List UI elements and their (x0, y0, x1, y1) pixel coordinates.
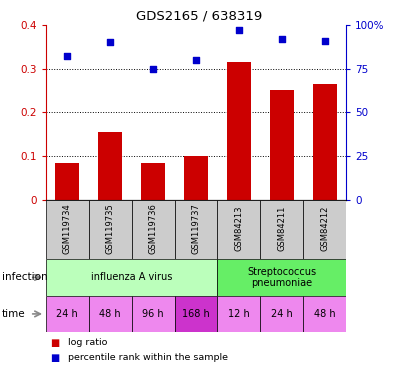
Text: ■: ■ (50, 338, 59, 348)
Point (236, 27, 242, 33)
Bar (89, 296, 132, 332)
Text: GSM84211: GSM84211 (277, 205, 287, 251)
Bar (132, 296, 175, 332)
Text: infection: infection (2, 272, 48, 283)
Bar (55, 162, 79, 200)
Bar (260, 200, 303, 259)
Bar (46, 200, 89, 259)
Text: GSM119736: GSM119736 (148, 203, 158, 254)
Text: 96 h: 96 h (142, 309, 164, 319)
Bar (184, 156, 208, 200)
Text: 24 h: 24 h (271, 309, 293, 319)
Bar (89, 200, 132, 259)
Bar (227, 62, 251, 200)
Point (322, 38, 328, 44)
Text: 48 h: 48 h (314, 309, 336, 319)
Bar (217, 259, 346, 296)
Text: GSM119735: GSM119735 (105, 203, 115, 253)
Text: ■: ■ (50, 353, 59, 362)
Bar (98, 132, 122, 200)
Bar (175, 200, 217, 259)
Text: GSM84212: GSM84212 (320, 205, 329, 251)
Point (193, 57, 199, 63)
Text: GSM84213: GSM84213 (234, 205, 244, 251)
Text: 48 h: 48 h (100, 309, 121, 319)
Point (64, 53, 70, 60)
Point (279, 36, 285, 42)
Bar (303, 200, 346, 259)
Bar (46, 296, 89, 332)
Bar (132, 200, 175, 259)
Bar (313, 84, 337, 200)
Bar (175, 296, 217, 332)
Text: 24 h: 24 h (57, 309, 78, 319)
Bar (217, 296, 260, 332)
Bar (141, 162, 165, 200)
Point (107, 39, 113, 45)
Text: Streptococcus
pneumoniae: Streptococcus pneumoniae (247, 266, 316, 288)
Bar (303, 296, 346, 332)
Text: log ratio: log ratio (68, 338, 107, 348)
Point (150, 66, 156, 72)
Text: GSM119737: GSM119737 (191, 203, 201, 254)
Text: 168 h: 168 h (182, 309, 210, 319)
Text: influenza A virus: influenza A virus (91, 272, 172, 283)
Bar (46, 259, 217, 296)
Text: GSM119734: GSM119734 (63, 203, 72, 253)
Bar (217, 200, 260, 259)
Bar (270, 91, 294, 200)
Text: 12 h: 12 h (228, 309, 250, 319)
Text: percentile rank within the sample: percentile rank within the sample (68, 353, 228, 362)
Text: time: time (2, 309, 25, 319)
Bar (260, 296, 303, 332)
Text: GDS2165 / 638319: GDS2165 / 638319 (136, 10, 262, 23)
